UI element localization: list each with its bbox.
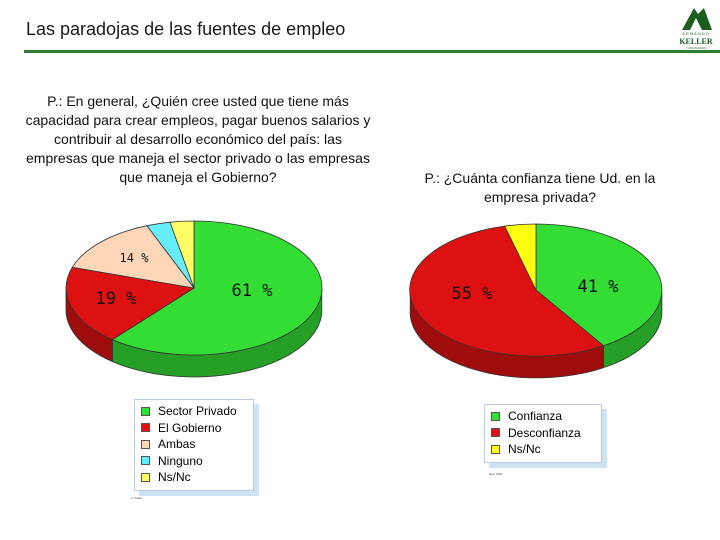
legend-label: Ns/Nc	[508, 442, 541, 456]
legend-swatch	[141, 439, 150, 449]
source-note-2: Dec. 2001	[489, 472, 503, 476]
legend-item: Ns/Nc	[141, 469, 247, 486]
legend-item: Confianza	[491, 408, 595, 425]
title-divider	[24, 50, 720, 53]
legend-swatch	[141, 423, 150, 433]
legend-label: Ambas	[158, 437, 196, 451]
legend-label: Confianza	[508, 409, 563, 423]
logo-top-text: ARMANDO	[682, 31, 710, 36]
legend-item: El Gobierno	[141, 420, 247, 437]
legend-label: Ninguno	[158, 453, 203, 468]
legend-item: Ambas	[141, 436, 247, 453]
pie-data-label: 14 %	[120, 251, 150, 265]
pie-slice-confianza	[535, 223, 663, 347]
page-title: Las paradojas de las fuentes de empleo	[26, 19, 346, 39]
pie-chart-2: 41 % 55 %	[409, 223, 663, 379]
question-2: P.: ¿Cuánta confianza tiene Ud. en la em…	[424, 170, 656, 205]
pie-slice-desconfianza	[409, 225, 605, 357]
legend-item: Desconfianza	[491, 425, 595, 442]
legend-swatch	[141, 406, 150, 416]
pie-slice-ns-nc	[169, 220, 195, 289]
legend-swatch	[491, 428, 500, 438]
legend-label: Sector Privado	[158, 404, 237, 418]
legend-swatch	[491, 444, 500, 454]
question-1: P.: En general, ¿Quién cree usted que ti…	[25, 93, 371, 185]
legend-item: Sector Privado	[141, 403, 247, 420]
legend-item: Ns/Nc	[491, 441, 595, 458]
legend-label: Ns/Nc	[158, 470, 191, 484]
pie-data-label: 41 %	[578, 277, 619, 297]
pie-slice-ambas	[71, 225, 195, 289]
pie-data-label: 55 %	[452, 284, 493, 304]
legend-label: El Gobierno	[158, 420, 222, 435]
legend-swatch	[141, 456, 150, 466]
legend-swatch	[491, 411, 500, 421]
pie-slice-ns-nc	[504, 223, 537, 291]
legend-chart-1: Sector Privado El Gobierno Ambas Ninguno…	[134, 399, 254, 491]
legend-item: Ninguno	[141, 453, 247, 470]
source-note-1: A. Keller	[131, 496, 143, 500]
pie-slice-sector-privado	[111, 220, 323, 356]
logo-mountain-icon	[682, 8, 712, 30]
keller-logo: ARMANDO KELLER Y ASOCIADOS	[674, 4, 718, 50]
pie-data-label: 61 %	[232, 281, 273, 301]
logo-name-text: KELLER	[679, 37, 713, 46]
pie-data-label: 19 %	[96, 289, 137, 309]
legend-chart-2: Confianza Desconfianza Ns/Nc	[484, 404, 602, 463]
logo-sub-text: Y ASOCIADOS	[685, 46, 707, 50]
pie-chart-1: 61 % 19 % 14 %	[65, 220, 323, 378]
legend-label: Desconfianza	[508, 425, 581, 440]
legend-swatch	[141, 472, 150, 482]
pie-slice-el-gobierno	[65, 266, 196, 341]
